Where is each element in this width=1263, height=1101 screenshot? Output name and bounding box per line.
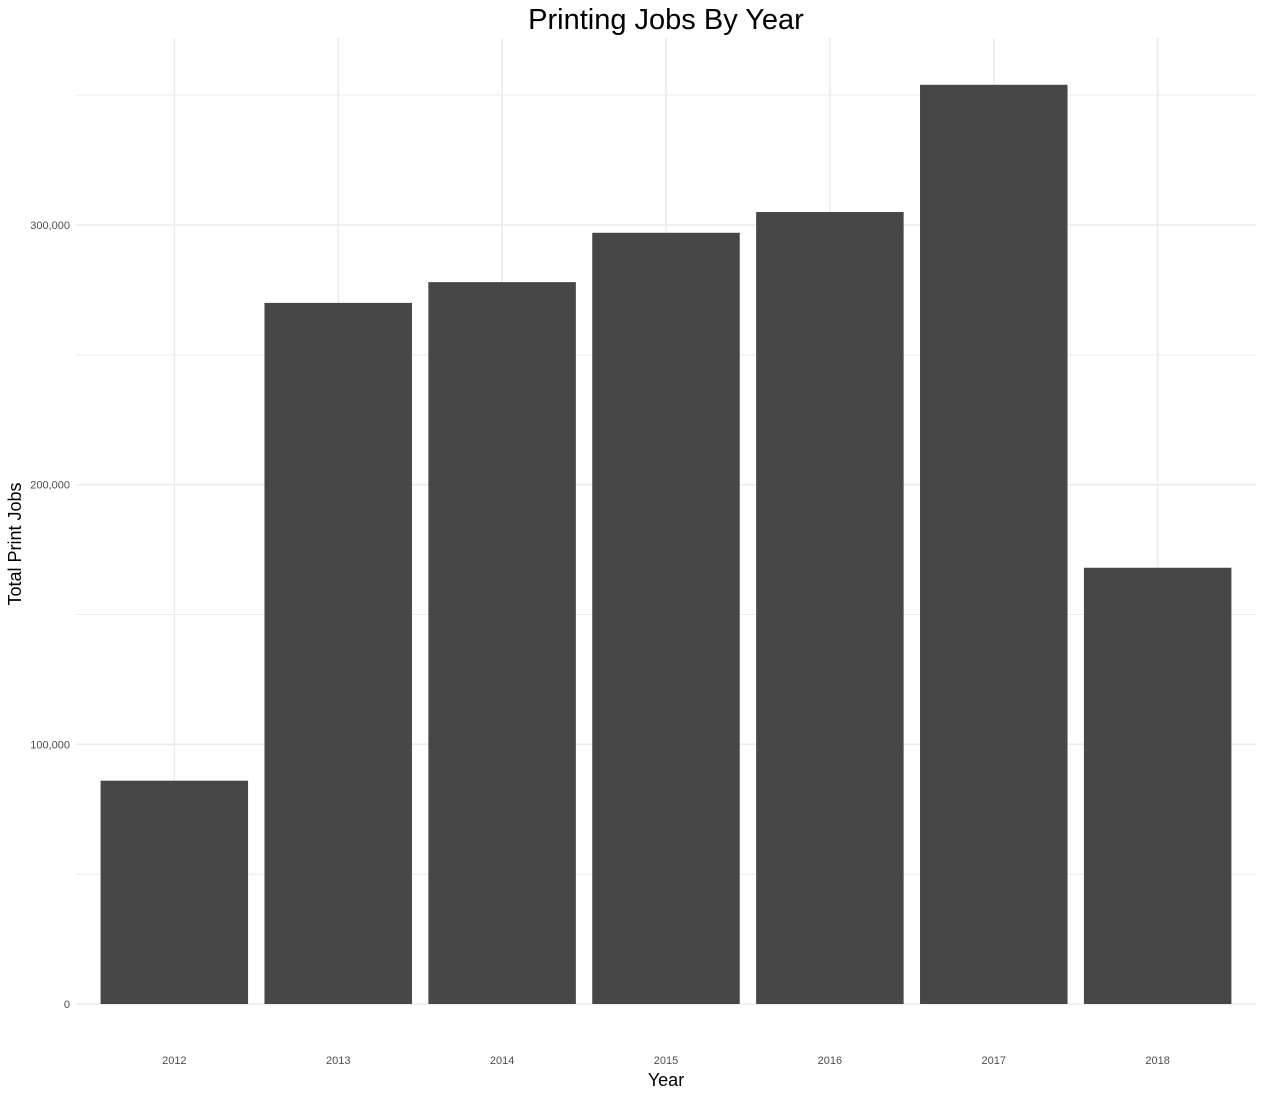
- y-tick-label: 300,000: [30, 220, 70, 232]
- x-tick-label: 2015: [654, 1055, 678, 1067]
- bar-2015: [592, 232, 740, 1005]
- chart-title: Printing Jobs By Year: [528, 4, 804, 36]
- x-tick-label: 2012: [162, 1055, 186, 1067]
- bar-2018: [1083, 567, 1232, 1004]
- y-axis-label: Total Print Jobs: [5, 482, 25, 605]
- bar-2016: [756, 212, 904, 1004]
- x-tick-label: 2018: [1145, 1055, 1169, 1067]
- bar-2012: [100, 780, 249, 1004]
- y-tick-label: 0: [64, 999, 70, 1011]
- bar-2014: [428, 282, 576, 1004]
- x-tick-label: 2014: [490, 1055, 514, 1067]
- x-tick-label: 2017: [982, 1055, 1006, 1067]
- bar-2017: [920, 84, 1068, 1004]
- bar-2013: [264, 302, 412, 1004]
- y-axis-tick-labels: 0 100,000 200,000 300,000: [30, 220, 70, 1011]
- x-tick-label: 2016: [818, 1055, 842, 1067]
- bars: [100, 84, 1232, 1005]
- y-tick-label: 100,000: [30, 739, 70, 751]
- x-axis-tick-labels: 2012 2013 2014 2015 2016 2017 2018: [162, 1055, 1170, 1067]
- x-axis-label: Year: [648, 1070, 684, 1090]
- x-tick-label: 2013: [326, 1055, 350, 1067]
- y-tick-label: 200,000: [30, 480, 70, 492]
